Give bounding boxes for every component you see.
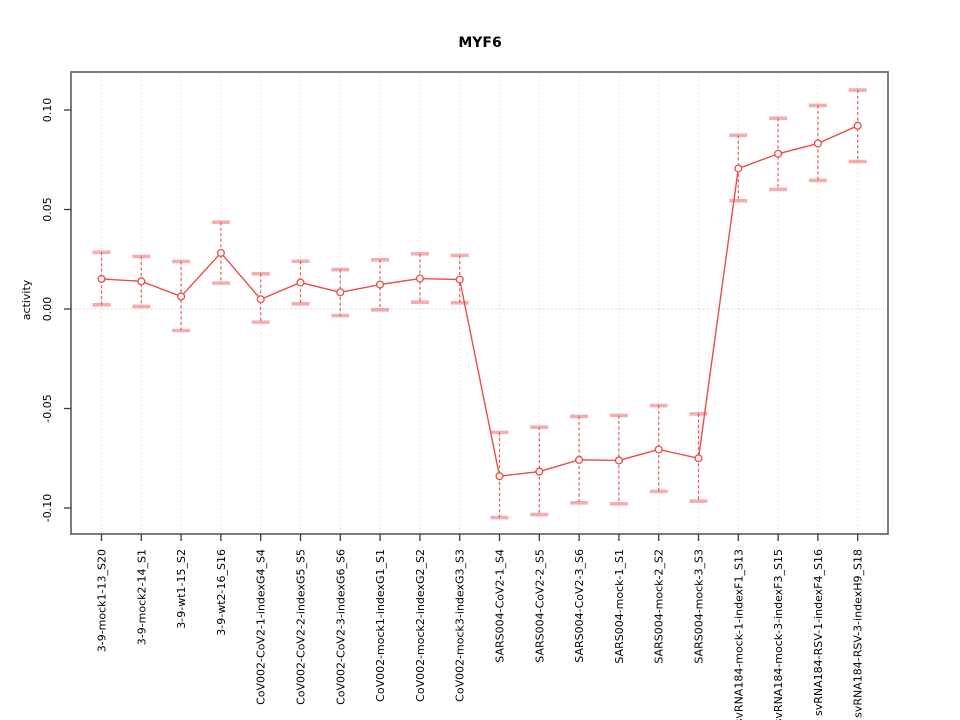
data-point-marker (177, 292, 186, 301)
y-tick-label: -0.05 (41, 394, 54, 422)
data-point-marker (614, 456, 623, 465)
data-point-marker (137, 277, 146, 286)
data-point-marker (376, 280, 385, 289)
y-tick-label: 0.10 (41, 98, 54, 123)
plot-border-layer (70, 71, 889, 535)
chart-title: MYF6 (458, 35, 501, 51)
data-point-marker (296, 278, 305, 287)
x-tick-label: SARS004-mock-2_S2 (653, 549, 666, 664)
data-point-marker (216, 248, 225, 257)
x-tick-label: SARS004-CoV2-3_S6 (573, 549, 586, 663)
x-tick-label: SARS004-mock-1_S1 (613, 549, 626, 664)
data-point-marker (853, 121, 862, 130)
gridlines-layer (101, 72, 859, 534)
x-tick-label: svRNA184-RSV-3-indexH9_S18 (852, 549, 865, 718)
x-tick-label: 3-9-mock1-13_S20 (96, 549, 109, 652)
data-point-marker (97, 274, 106, 284)
y-tick-label: -0.10 (41, 494, 54, 522)
y-tick-label: 0.00 (41, 297, 54, 322)
x-tick-label: svRNA184-mock-1-indexF1_S13 (732, 549, 745, 720)
data-point-marker (813, 139, 822, 148)
x-tick-label: CoV002-CoV2-2-indexG5_S5 (295, 549, 308, 705)
series-line (101, 125, 858, 477)
x-tick-label: svRNA184-mock-3-indexF3_S15 (772, 549, 785, 720)
x-tick-label: CoV002-mock2-indexG2_S2 (414, 549, 427, 702)
data-point-marker (495, 472, 504, 481)
data-point-marker (575, 455, 584, 464)
axes-layer: 3-9-mock1-13_S20 3-9-mock2-14_S1 3-9-wt1-1… (41, 98, 865, 720)
data-point-marker (415, 274, 424, 283)
x-tick-label: CoV002-CoV2-1-indexG4_S4 (255, 549, 268, 705)
x-tick-label: 3-9-wt2-16_S16 (215, 549, 228, 636)
x-tick-label: SARS004-mock-3_S3 (693, 549, 706, 664)
y-axis-label: activity (20, 279, 33, 320)
x-tick-label: SARS004-CoV2-1_S4 (494, 549, 507, 663)
data-point-marker (256, 295, 265, 304)
data-point-marker (654, 445, 663, 454)
data-point-marker (535, 467, 544, 476)
x-tick-label: CoV002-mock1-indexG1_S1 (374, 549, 387, 702)
data-point-marker (694, 454, 703, 463)
data-series-layer (92, 88, 867, 520)
x-tick-label: svRNA184-RSV-1-indexF4_S16 (812, 549, 825, 716)
data-point-marker (455, 275, 464, 284)
plot-border (70, 71, 889, 535)
x-tick-label: CoV002-CoV2-3-indexG6_S6 (334, 549, 347, 705)
y-tick-label: 0.05 (41, 197, 54, 222)
data-point-marker (734, 164, 743, 173)
data-point-marker (774, 149, 783, 158)
x-tick-label: CoV002-mock3-indexG3_S3 (454, 549, 467, 702)
x-tick-label: 3-9-wt1-15_S2 (175, 549, 188, 629)
data-point-marker (336, 288, 345, 297)
x-tick-label: SARS004-CoV2-2_S5 (533, 549, 546, 663)
x-tick-label: 3-9-mock2-14_S1 (135, 549, 148, 645)
